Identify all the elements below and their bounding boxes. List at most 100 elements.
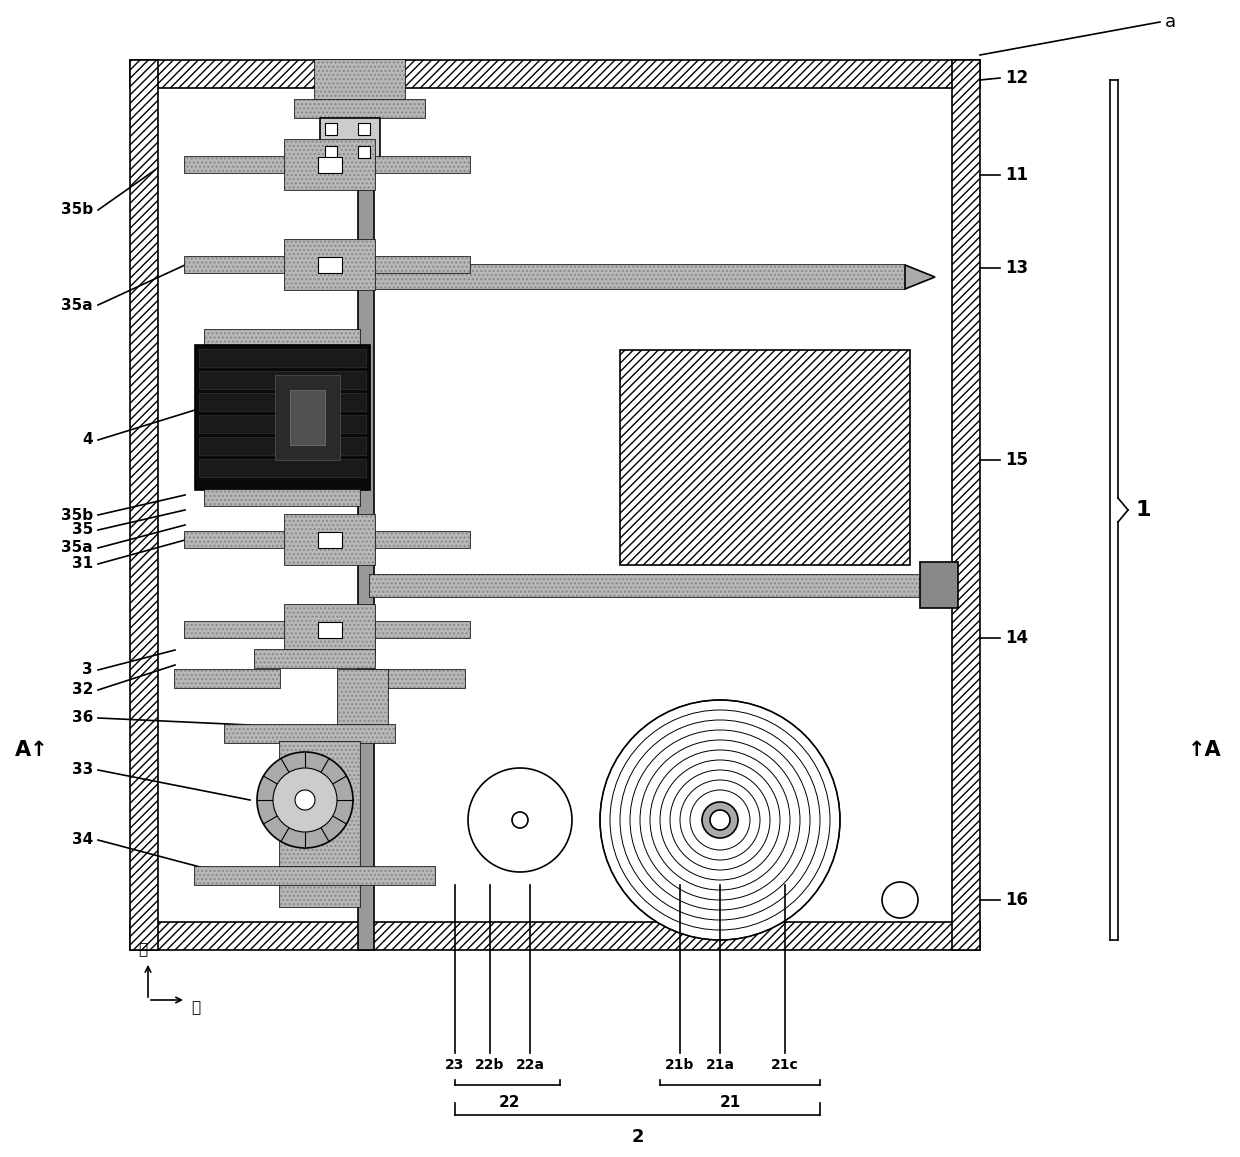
Bar (185, 157, 285, 174)
Text: 13: 13 (1004, 259, 1028, 277)
Bar (295, 100, 425, 118)
Circle shape (512, 812, 528, 828)
Text: 3: 3 (82, 663, 93, 678)
Bar (198, 437, 366, 455)
Bar (370, 622, 470, 638)
Text: 35b: 35b (61, 508, 93, 523)
Text: a: a (1166, 13, 1176, 31)
Bar (255, 650, 374, 668)
Bar (130, 60, 980, 88)
Text: 4: 4 (82, 433, 93, 448)
Text: A↑: A↑ (15, 740, 48, 760)
Text: 23: 23 (445, 1057, 465, 1073)
Text: 15: 15 (1004, 451, 1028, 469)
Bar (370, 257, 470, 273)
Circle shape (257, 752, 353, 848)
Text: 35a: 35a (61, 540, 93, 555)
Bar (317, 622, 342, 638)
Bar (295, 100, 425, 118)
Bar (198, 393, 366, 411)
Text: 35a: 35a (61, 297, 93, 312)
Bar (370, 265, 905, 289)
Bar (198, 415, 366, 433)
Text: 11: 11 (1004, 165, 1028, 184)
Text: 16: 16 (1004, 891, 1028, 909)
Bar (285, 605, 374, 655)
Circle shape (295, 790, 315, 810)
Bar (620, 351, 910, 565)
Bar (325, 123, 337, 135)
Text: 32: 32 (72, 683, 93, 698)
Bar (370, 532, 470, 548)
Text: 35: 35 (72, 523, 93, 538)
Bar (280, 742, 360, 907)
Bar (370, 265, 905, 289)
Bar (255, 650, 374, 668)
Bar (285, 239, 374, 290)
Bar (185, 257, 285, 273)
Bar (285, 515, 374, 565)
Bar (370, 575, 930, 597)
Bar (317, 157, 342, 174)
Bar (224, 725, 396, 743)
Bar (370, 670, 465, 688)
Text: 36: 36 (72, 710, 93, 725)
Bar (370, 257, 470, 273)
Bar (315, 60, 405, 100)
Text: 21c: 21c (771, 1057, 799, 1073)
Text: 21a: 21a (706, 1057, 734, 1073)
Bar (358, 60, 374, 950)
Bar (370, 532, 470, 548)
Bar (185, 622, 285, 638)
Bar (175, 670, 280, 688)
Bar (325, 146, 337, 159)
Bar (275, 375, 340, 460)
Text: 前: 前 (139, 942, 148, 957)
Bar (370, 575, 930, 597)
Polygon shape (905, 265, 935, 289)
Bar (370, 670, 465, 688)
Bar (205, 330, 360, 346)
Text: 34: 34 (72, 833, 93, 847)
Text: 21: 21 (719, 1095, 740, 1110)
Text: 21b: 21b (666, 1057, 694, 1073)
Bar (320, 118, 379, 165)
Bar (358, 146, 370, 159)
Circle shape (273, 768, 337, 832)
Bar (195, 867, 435, 885)
Bar (205, 330, 360, 346)
Bar (185, 157, 285, 174)
Text: 31: 31 (72, 557, 93, 572)
Circle shape (702, 802, 738, 838)
Bar (370, 157, 470, 174)
Bar (285, 140, 374, 190)
Bar (205, 491, 360, 506)
Bar (185, 257, 285, 273)
Bar (285, 239, 374, 290)
Bar (195, 345, 370, 491)
Text: 1: 1 (1135, 500, 1151, 519)
Text: 35b: 35b (61, 202, 93, 218)
Bar (130, 60, 157, 950)
Text: 12: 12 (1004, 69, 1028, 87)
Bar (198, 459, 366, 477)
Text: 22b: 22b (475, 1057, 505, 1073)
Bar (198, 349, 366, 367)
Text: 14: 14 (1004, 629, 1028, 647)
Bar (290, 390, 325, 445)
Bar (920, 562, 959, 607)
Bar (339, 670, 388, 725)
Text: 22a: 22a (516, 1057, 544, 1073)
Bar (280, 742, 360, 907)
Bar (315, 60, 405, 100)
Bar (205, 491, 360, 506)
Bar (370, 622, 470, 638)
Bar (339, 670, 388, 725)
Bar (370, 157, 470, 174)
Bar (224, 725, 396, 743)
Text: 2: 2 (631, 1128, 644, 1145)
Text: 33: 33 (72, 762, 93, 778)
Circle shape (600, 700, 839, 939)
Bar (317, 257, 342, 273)
Text: 右: 右 (191, 1001, 200, 1016)
